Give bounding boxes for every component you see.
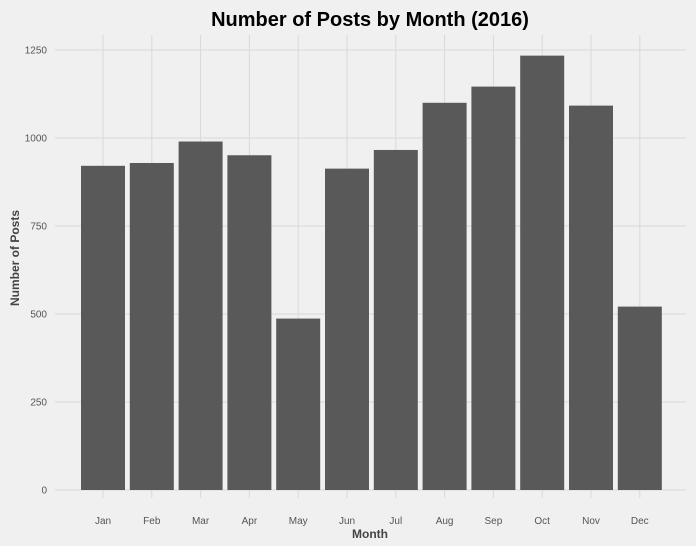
x-tick-label: Dec — [631, 516, 649, 527]
x-tick-label: Apr — [242, 516, 258, 527]
bar-apr — [227, 155, 272, 491]
y-axis-ticks: 0 250 500 750 1000 1250 — [25, 46, 48, 497]
bar-feb — [129, 162, 174, 490]
y-tick-label: 250 — [30, 398, 47, 409]
x-axis-ticks: Jan Feb Mar Apr May Jun Jul Aug Sep Oct Nov Dec — [95, 516, 649, 527]
bar-may — [276, 318, 321, 490]
x-tick-label: Feb — [143, 516, 161, 527]
x-tick-label: Jul — [389, 516, 402, 527]
x-tick-label: May — [289, 516, 308, 527]
y-tick-label: 1250 — [25, 46, 48, 57]
x-tick-label: Jan — [95, 516, 111, 527]
bar-jan — [81, 165, 125, 491]
y-tick-label: 0 — [41, 486, 47, 497]
bar-dec — [617, 306, 662, 490]
bar-mar — [178, 141, 223, 490]
y-tick-label: 750 — [30, 222, 47, 233]
x-axis-title: Month — [352, 527, 388, 541]
y-tick-label: 1000 — [25, 134, 48, 145]
y-axis-title: Number of Posts — [8, 210, 22, 306]
x-tick-label: Sep — [485, 516, 503, 527]
x-tick-label: Oct — [534, 516, 550, 527]
bar-jun — [325, 168, 369, 490]
y-tick-label: 500 — [30, 310, 47, 321]
bar-jul — [373, 149, 418, 490]
bar-sep — [471, 86, 516, 490]
x-tick-label: Nov — [582, 516, 600, 527]
chart-title: Number of Posts by Month (2016) — [211, 9, 529, 31]
x-tick-label: Jun — [339, 516, 355, 527]
bar-nov — [569, 105, 613, 490]
bar-oct — [520, 55, 565, 491]
bars — [81, 55, 662, 491]
x-tick-label: Aug — [436, 516, 454, 527]
x-tick-label: Mar — [192, 516, 210, 527]
bar-aug — [422, 102, 467, 491]
